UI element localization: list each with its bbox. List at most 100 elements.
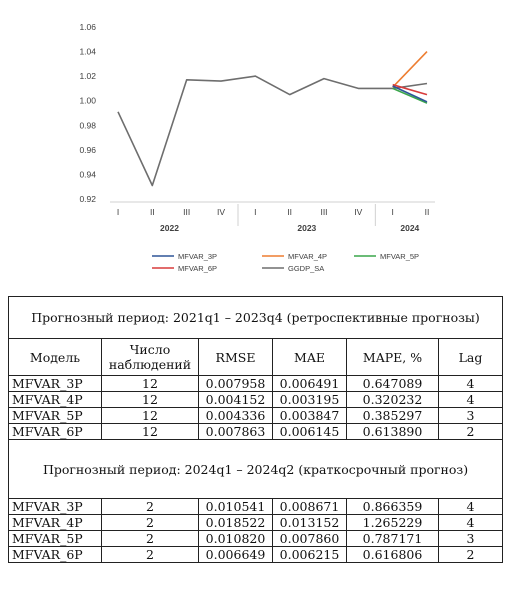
value-cell: 0.006649 bbox=[198, 546, 273, 563]
table-row: MFVAR_5P 2 0.010820 0.007860 0.787171 3 bbox=[8, 530, 504, 547]
column-header: Lag bbox=[437, 338, 504, 376]
value-cell: 0.616806 bbox=[346, 546, 439, 563]
value-cell: 0.007958 bbox=[198, 375, 273, 392]
legend-label: MFVAR_4P bbox=[288, 252, 327, 261]
model-name-cell: MFVAR_5P bbox=[8, 530, 102, 547]
y-tick-label: 1.02 bbox=[79, 71, 96, 81]
column-header: Модель bbox=[8, 338, 102, 376]
value-cell: 2 bbox=[101, 514, 199, 531]
x-period-label: II bbox=[150, 207, 155, 217]
value-cell: 0.010541 bbox=[198, 498, 273, 515]
column-header: Число наблюдений bbox=[101, 338, 199, 376]
series-line-mfvar-5p bbox=[392, 87, 428, 104]
section-row: Прогнозный период: 2024q1 – 2024q2 (крат… bbox=[7, 439, 504, 499]
series-line-mfvar-3p bbox=[392, 85, 428, 103]
value-cell: 4 bbox=[437, 514, 504, 531]
value-cell: 2 bbox=[437, 423, 504, 440]
model-name-cell: MFVAR_5P bbox=[8, 407, 102, 424]
legend-label: MFVAR_3P bbox=[178, 252, 217, 261]
series-line-mfvar-4p bbox=[392, 51, 428, 88]
value-cell: 12 bbox=[101, 407, 199, 424]
table-row: MFVAR_4P 2 0.018522 0.013152 1.265229 4 bbox=[8, 514, 504, 531]
table-row: MFVAR_3P 2 0.010541 0.008671 0.866359 4 bbox=[8, 498, 504, 515]
value-cell: 2 bbox=[101, 530, 199, 547]
value-cell: 4 bbox=[437, 498, 504, 515]
value-cell: 0.004336 bbox=[198, 407, 273, 424]
model-name-cell: MFVAR_4P bbox=[8, 514, 102, 531]
section-row: Прогнозный период: 2021q1 – 2023q4 (ретр… bbox=[7, 296, 504, 339]
table-row: MFVAR_4P 12 0.004152 0.003195 0.320232 4 bbox=[8, 391, 504, 408]
value-cell: 0.647089 bbox=[346, 375, 439, 392]
value-cell: 3 bbox=[437, 407, 504, 424]
table-row: MFVAR_6P 2 0.006649 0.006215 0.616806 2 bbox=[8, 546, 504, 563]
value-cell: 0.385297 bbox=[346, 407, 439, 424]
header-row: Модель Число наблюдений RMSE MAE MAPE, % Lag bbox=[8, 338, 504, 376]
y-tick-label: 1.06 bbox=[79, 22, 96, 32]
value-cell: 12 bbox=[101, 375, 199, 392]
value-cell: 3 bbox=[437, 530, 504, 547]
x-year-label: 2023 bbox=[297, 223, 316, 233]
value-cell: 0.006145 bbox=[272, 423, 347, 440]
value-cell: 0.010820 bbox=[198, 530, 273, 547]
x-year-label: 2022 bbox=[160, 223, 179, 233]
model-name-cell: MFVAR_6P bbox=[8, 423, 102, 440]
column-header: MAPE, % bbox=[346, 338, 439, 376]
value-cell: 0.006491 bbox=[272, 375, 347, 392]
x-period-label: I bbox=[254, 207, 256, 217]
table-row: MFVAR_3P 12 0.007958 0.006491 0.647089 4 bbox=[8, 375, 504, 392]
legend: MFVAR_3P MFVAR_4P MFVAR_5P MFVAR_6P GGDP_SA bbox=[152, 252, 419, 273]
model-name-cell: MFVAR_6P bbox=[8, 546, 102, 563]
value-cell: 12 bbox=[101, 391, 199, 408]
forecast-line-chart: 0.920.940.960.981.001.021.041.06 I II III I… bbox=[79, 22, 435, 273]
value-cell: 0.004152 bbox=[198, 391, 273, 408]
x-period-label: III bbox=[320, 207, 327, 217]
value-cell: 4 bbox=[437, 375, 504, 392]
value-cell: 2 bbox=[437, 546, 504, 563]
column-header: RMSE bbox=[198, 338, 273, 376]
table-row: MFVAR_5P 12 0.004336 0.003847 0.385297 3 bbox=[8, 407, 504, 424]
value-cell: 4 bbox=[437, 391, 504, 408]
value-cell: 0.003195 bbox=[272, 391, 347, 408]
series-line-ggdp-sa bbox=[117, 75, 428, 187]
value-cell: 2 bbox=[101, 546, 199, 563]
value-cell: 12 bbox=[101, 423, 199, 440]
y-axis-ticks: 0.92 0.94 0.96 0.98 1.00 1.02 1.04 1.06 bbox=[79, 22, 96, 204]
value-cell: 0.787171 bbox=[346, 530, 439, 547]
y-tick-label: 0.96 bbox=[79, 145, 96, 155]
section-title: Прогнозный период: 2021q1 – 2023q4 (ретр… bbox=[7, 296, 504, 339]
model-name-cell: MFVAR_3P bbox=[8, 375, 102, 392]
x-period-label: II bbox=[287, 207, 292, 217]
value-cell: 0.007860 bbox=[272, 530, 347, 547]
value-cell: 0.007863 bbox=[198, 423, 273, 440]
model-name-cell: MFVAR_4P bbox=[8, 391, 102, 408]
y-tick-label: 0.92 bbox=[79, 194, 96, 204]
section-title: Прогнозный период: 2024q1 – 2024q2 (крат… bbox=[7, 439, 504, 499]
y-tick-label: 0.98 bbox=[79, 120, 96, 130]
x-period-label: IV bbox=[354, 207, 362, 217]
value-cell: 0.008671 bbox=[272, 498, 347, 515]
y-tick-label: 0.94 bbox=[79, 169, 96, 179]
series-lines bbox=[117, 51, 428, 187]
legend-label: GGDP_SA bbox=[288, 264, 324, 273]
legend-label: MFVAR_6P bbox=[178, 264, 217, 273]
legend-label: MFVAR_5P bbox=[380, 252, 419, 261]
forecast-metrics-table: Прогнозный период: 2021q1 – 2023q4 (ретр… bbox=[7, 296, 504, 563]
x-year-label: 2024 bbox=[400, 223, 419, 233]
value-cell: 0.866359 bbox=[346, 498, 439, 515]
value-cell: 2 bbox=[101, 498, 199, 515]
x-period-label: III bbox=[183, 207, 190, 217]
value-cell: 0.320232 bbox=[346, 391, 439, 408]
y-tick-label: 1.00 bbox=[79, 96, 96, 106]
value-cell: 0.613890 bbox=[346, 423, 439, 440]
value-cell: 0.003847 bbox=[272, 407, 347, 424]
x-period-label: IV bbox=[217, 207, 225, 217]
x-period-label: I bbox=[117, 207, 119, 217]
table-row: MFVAR_6P 12 0.007863 0.006145 0.613890 2 bbox=[8, 423, 504, 440]
value-cell: 1.265229 bbox=[346, 514, 439, 531]
column-header: MAE bbox=[272, 338, 347, 376]
value-cell: 0.013152 bbox=[272, 514, 347, 531]
x-period-label: I bbox=[391, 207, 393, 217]
series-line-mfvar-6p bbox=[392, 83, 428, 96]
model-name-cell: MFVAR_3P bbox=[8, 498, 102, 515]
y-tick-label: 1.04 bbox=[79, 47, 96, 57]
